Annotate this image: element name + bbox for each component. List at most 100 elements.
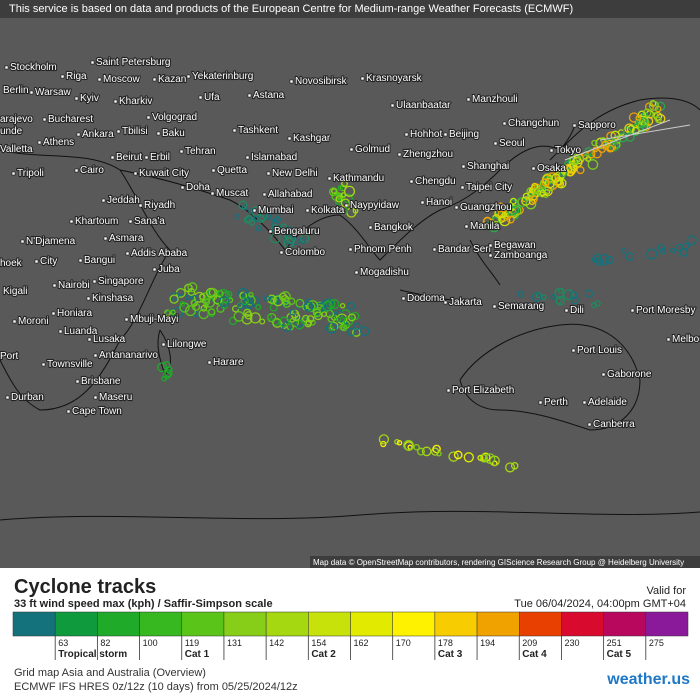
city-label: Townsville xyxy=(47,359,93,370)
track-marker xyxy=(339,302,346,309)
track-marker xyxy=(335,316,342,323)
scale-tick-label: 251 xyxy=(607,638,622,648)
track-marker xyxy=(605,256,614,265)
city-label: Moscow xyxy=(103,74,140,85)
track-marker xyxy=(378,434,390,445)
track-marker xyxy=(325,322,337,334)
track-marker xyxy=(584,289,594,298)
city-label: Dodoma xyxy=(407,293,445,304)
track-marker xyxy=(686,235,697,246)
track-marker xyxy=(239,291,248,300)
city-label: Zhengzhou xyxy=(403,149,453,160)
city-label: Semarang xyxy=(498,301,544,312)
track-marker xyxy=(162,361,171,370)
city-marker xyxy=(146,115,151,120)
city-label: Guangzhou xyxy=(460,202,512,213)
track-marker xyxy=(328,325,334,331)
city-marker xyxy=(409,179,414,184)
track-marker xyxy=(536,188,546,197)
city-label: hoek xyxy=(0,258,23,269)
city-marker xyxy=(432,247,437,252)
track-marker xyxy=(307,300,319,312)
track-marker xyxy=(551,173,561,183)
scale-swatch xyxy=(139,611,182,637)
track-marker xyxy=(271,220,281,231)
city-marker xyxy=(268,229,273,234)
track-marker xyxy=(213,295,223,305)
city-marker xyxy=(4,65,9,70)
city-marker xyxy=(93,395,98,400)
city-label: Ufa xyxy=(204,92,220,103)
city-label: Beijing xyxy=(449,129,479,140)
city-label: Athens xyxy=(43,137,74,148)
city-label: Jakarta xyxy=(449,297,482,308)
city-label: Stockholm xyxy=(10,62,57,73)
banner-background xyxy=(0,0,700,18)
track-marker xyxy=(244,311,253,320)
city-label: Gaborone xyxy=(607,369,652,380)
track-marker xyxy=(217,288,229,300)
city-marker xyxy=(110,155,115,160)
track-marker xyxy=(253,215,260,222)
track-marker xyxy=(259,318,266,325)
city-marker xyxy=(198,95,203,100)
city-label: Quetta xyxy=(217,165,247,176)
city-label: Mogadishu xyxy=(360,267,409,278)
city-label: Tripoli xyxy=(17,168,44,179)
track-marker xyxy=(161,375,168,382)
track-marker xyxy=(243,297,254,309)
track-marker xyxy=(421,446,432,457)
track-marker xyxy=(530,195,538,204)
track-marker xyxy=(245,215,253,223)
city-marker xyxy=(354,270,359,275)
city-marker xyxy=(266,171,271,176)
city-marker xyxy=(128,219,133,224)
scale-tick-label: 275 xyxy=(649,638,664,648)
track-marker xyxy=(563,289,574,301)
track-marker xyxy=(233,311,245,322)
track-marker xyxy=(270,233,281,244)
track-marker xyxy=(591,256,598,263)
track-marker xyxy=(582,154,589,161)
city-label: Ulaanbaatar xyxy=(396,100,451,111)
track-marker xyxy=(329,298,340,310)
track-marker xyxy=(303,301,314,312)
track-marker xyxy=(506,215,515,224)
track-marker xyxy=(157,362,168,373)
city-label: New Delhi xyxy=(272,168,318,179)
track-marker xyxy=(659,248,667,255)
city-label: Sana'a xyxy=(134,216,165,227)
city-marker xyxy=(41,362,46,367)
track-marker xyxy=(347,301,356,311)
city-marker xyxy=(327,176,332,181)
city-label: Warsaw xyxy=(35,87,72,98)
city-marker xyxy=(74,168,79,173)
track-marker xyxy=(587,159,599,170)
track-marker xyxy=(187,288,196,296)
city-label: Bangkok xyxy=(374,222,414,233)
track-marker xyxy=(584,147,593,156)
city-label: Taipei City xyxy=(466,182,512,193)
map-background xyxy=(0,0,700,568)
city-marker xyxy=(116,129,121,134)
track-marker xyxy=(531,292,542,302)
city-marker xyxy=(538,400,543,405)
city-label: Singapore xyxy=(98,276,144,287)
city-label: Kyiv xyxy=(80,93,99,104)
city-label: Chengdu xyxy=(415,176,456,187)
city-label: Dili xyxy=(570,305,584,316)
city-label: Jeddah xyxy=(107,195,140,206)
city-label: Naypyidaw xyxy=(350,200,400,211)
city-marker xyxy=(52,283,57,288)
logo[interactable]: weather.us xyxy=(606,671,690,688)
scale-tick-label: 119 xyxy=(185,638,199,648)
track-marker xyxy=(484,453,496,464)
city-marker xyxy=(571,348,576,353)
track-marker xyxy=(312,308,322,318)
city-marker xyxy=(493,141,498,146)
city-label: Kigali xyxy=(3,286,27,297)
city-label: Shanghai xyxy=(467,161,509,172)
city-label: Kolkata xyxy=(311,205,345,216)
scale-swatch xyxy=(12,611,56,637)
